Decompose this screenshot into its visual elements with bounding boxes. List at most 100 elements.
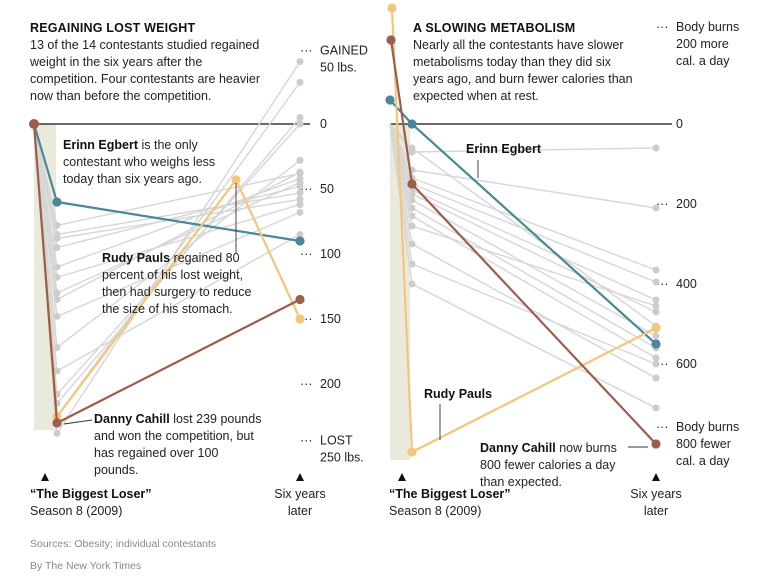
chart1-title: REGAINING LOST WEIGHT [30, 21, 195, 35]
sources: Sources: Obesity; individual contestants [30, 538, 216, 550]
danny-label-line: than expected. [480, 475, 562, 489]
chart2-x-right-label: Six years [630, 487, 681, 501]
chart2-x-right-label2: later [644, 504, 668, 518]
tick-dots: ··· [300, 44, 313, 58]
y-tick-label: 0 [676, 117, 683, 131]
gray-series-point [296, 231, 304, 238]
y-tick-label: 800 fewer [676, 437, 731, 451]
y-tick-label: Body burns [676, 20, 739, 34]
danny-annotation-line: and won the competition, but [94, 429, 254, 443]
y-tick-label: 200 [676, 197, 697, 211]
y-tick-label: 50 [320, 182, 334, 196]
gray-series-point [652, 360, 660, 368]
y-tick-label: 200 more [676, 37, 729, 51]
chart1-x-left-line: “The Biggest Loser” [30, 487, 152, 501]
chart2-left-marker-icon [398, 473, 406, 481]
rudy-annotation-line: percent of his lost weight, [102, 268, 243, 282]
danny-label-line: 800 fewer calories a day [480, 458, 616, 472]
tick-dots: ··· [656, 420, 669, 434]
gray-series-point [53, 367, 61, 375]
highlight-series-point [407, 447, 417, 457]
gray-series-point [296, 169, 304, 177]
chart2-x-left-label2: Season 8 (2009) [389, 504, 481, 518]
gray-series-point [652, 374, 660, 382]
danny-leader-line [63, 419, 93, 425]
chart1-desc-line: now than before the competition. [30, 89, 211, 103]
danny-annotation-line: has regained over 100 [94, 446, 218, 460]
gray-series-point [296, 208, 304, 216]
chart2-desc-line: Nearly all the contestants have slower [413, 38, 624, 52]
tick-dots: ··· [300, 377, 313, 391]
gray-series-point [408, 280, 416, 288]
y-tick-label: 50 lbs. [320, 61, 357, 75]
y-tick-label: 100 [320, 247, 341, 261]
gray-series-point [652, 404, 660, 412]
highlight-series-point [651, 339, 661, 349]
tick-dots: ··· [300, 312, 313, 326]
danny-annotation: Danny Cahill lost 239 pounds [94, 412, 261, 426]
chart1-left-marker-icon [41, 473, 49, 481]
danny-annotation-text: lost 239 pounds [170, 412, 262, 426]
weight-chart: ··· GAINED 50 lbs. 0 ··· 50 ··· 100 ··· 150 ··· 200… [29, 44, 368, 465]
chart1-desc-line: weight in the six years after the [29, 55, 202, 69]
gray-series-point [296, 156, 304, 164]
y-tick-label: LOST [320, 434, 353, 448]
chart2-x-left-line: “The Biggest Loser” [389, 487, 511, 501]
chart2-title: A SLOWING METABOLISM [413, 21, 575, 35]
y-tick-label: cal. a day [676, 54, 730, 68]
y-tick-label: 0 [320, 117, 327, 131]
tick-dots: ··· [656, 357, 669, 371]
gray-series-point [652, 296, 660, 304]
y-tick-label: 150 [320, 312, 341, 326]
gray-series-point [296, 201, 304, 209]
chart1-desc-line: competition. Four contestants are heavie… [30, 72, 260, 86]
highlight-series-point [651, 323, 661, 333]
gray-series-point [53, 244, 61, 251]
gray-series-point [296, 114, 304, 121]
chart1-desc-line: 13 of the 14 contestants studied regaine… [30, 38, 259, 52]
gray-series-point [652, 332, 660, 340]
gray-series-point [296, 189, 304, 197]
gray-series-point [652, 204, 660, 212]
highlight-series-point [387, 3, 397, 13]
erinn-annotation-text: is the only [138, 138, 199, 152]
chart2-desc-line: years ago, and burn fewer calories than [413, 72, 633, 86]
chart1-x-right-label2: later [288, 504, 312, 518]
danny-label-text: now burns [556, 441, 617, 455]
erinn-annotation: Erinn Egbert is the only [63, 138, 199, 152]
highlight-series-point [295, 314, 305, 324]
rudy-annotation-line: the size of his stomach. [102, 302, 233, 316]
chart1-right-marker-icon [296, 473, 304, 481]
rudy-annotation-name: Rudy Pauls [102, 251, 170, 265]
danny-label-name: Danny Cahill [480, 441, 556, 455]
y-tick-label: 400 [676, 277, 697, 291]
highlight-series-point [231, 175, 241, 185]
chart2-x-left-label: “The Biggest Loser” [389, 487, 511, 501]
highlight-series-point [386, 35, 396, 45]
byline: By The New York Times [30, 560, 141, 572]
rudy-annotation-line: then had surgery to reduce [102, 285, 251, 299]
gray-series-line [389, 123, 657, 365]
gray-series-point [296, 78, 304, 86]
tick-dots: ··· [656, 20, 669, 34]
chart2-desc-line: expected when at rest. [413, 89, 539, 103]
gray-series-point [408, 260, 416, 268]
gray-series-point [53, 234, 61, 242]
metabolism-chart: ··· Body burns 200 more cal. a day 0 ··· 200 ··… [385, 3, 739, 468]
gray-series-point [53, 289, 61, 297]
gray-series-line [389, 123, 657, 209]
chart2-right-marker-icon [652, 473, 660, 481]
y-tick-label: 600 [676, 357, 697, 371]
highlight-series-point [407, 119, 417, 129]
gray-series-point [296, 179, 304, 186]
gray-series-point [408, 240, 416, 248]
erinn-label: Erinn Egbert [466, 142, 542, 156]
chart1-x-left-label2: Season 8 (2009) [30, 504, 122, 518]
gray-series-point [652, 302, 660, 310]
highlight-series-point [52, 418, 62, 428]
gray-series-point [652, 354, 660, 362]
y-tick-label: GAINED [320, 44, 368, 58]
highlight-series-point [407, 179, 417, 189]
gray-series-point [652, 144, 660, 152]
